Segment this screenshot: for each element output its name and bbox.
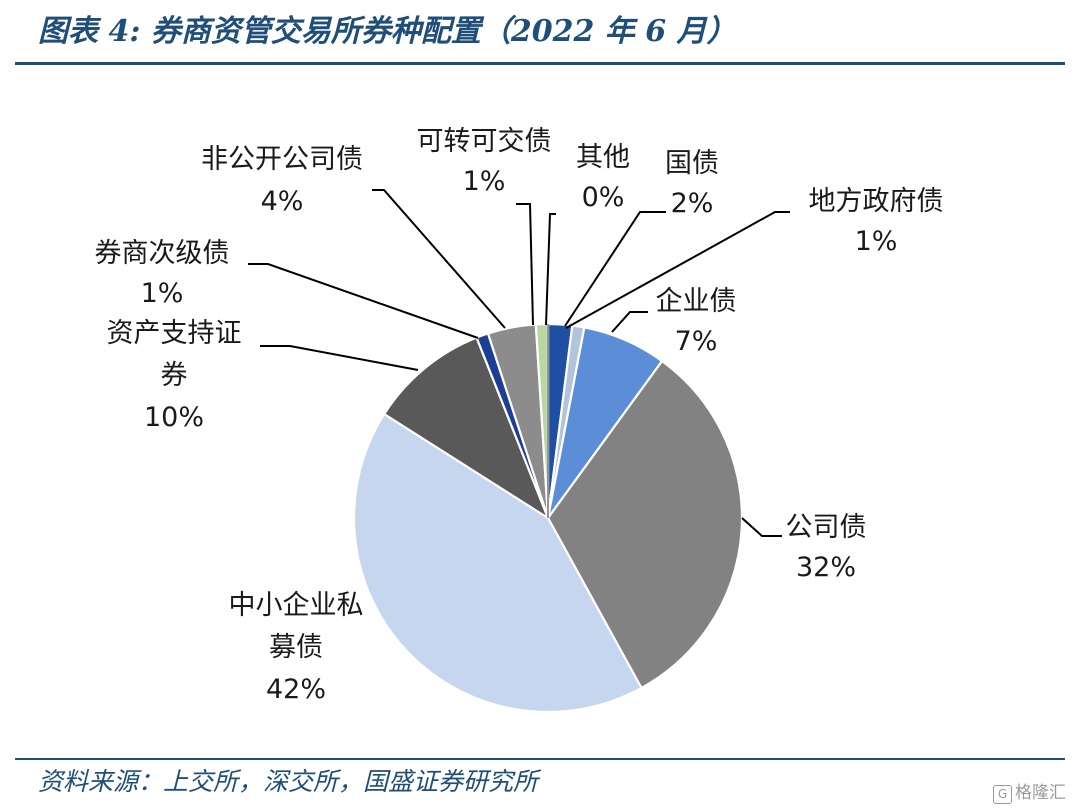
slice-name-label-0-0: 国债 bbox=[665, 148, 719, 179]
watermark: G 格隆汇 bbox=[993, 778, 1066, 804]
title-divider bbox=[15, 62, 1065, 65]
pie-slices bbox=[352, 322, 744, 714]
slice-name-label-9-0: 其他 bbox=[576, 142, 630, 173]
slice-name-label-7-0: 非公开公司债 bbox=[201, 144, 363, 175]
slice-percent-label-8-1: 1% bbox=[463, 166, 506, 197]
leader-line-7 bbox=[372, 189, 506, 329]
chart-title: 图表 4: 券商资管交易所券种配置（2022 年 6 月） bbox=[38, 14, 737, 49]
leader-line-9 bbox=[545, 213, 556, 326]
watermark-text: 格隆汇 bbox=[1015, 783, 1066, 803]
leader-lines bbox=[248, 189, 790, 537]
slice-name-label-6-0: 券商次级债 bbox=[95, 238, 230, 269]
pie-slice-3 bbox=[546, 359, 744, 690]
leader-line-6 bbox=[248, 263, 479, 339]
slice-percent-label-0-1: 2% bbox=[671, 188, 714, 219]
slice-percent-label-9-1: 0% bbox=[582, 182, 625, 213]
leader-line-5 bbox=[260, 345, 419, 371]
pie-slice-5 bbox=[382, 336, 551, 521]
slice-name-label-8-0: 可转可交债 bbox=[417, 126, 552, 157]
footer-divider bbox=[15, 758, 1065, 760]
leader-line-3 bbox=[741, 517, 782, 537]
leader-line-1 bbox=[565, 211, 790, 329]
watermark-logo-icon: G bbox=[993, 785, 1012, 804]
leader-line-2 bbox=[611, 311, 648, 333]
slice-name-label-5-0: 资产支持证 bbox=[107, 318, 242, 349]
slice-name-label-5-1: 券 bbox=[161, 360, 188, 391]
slice-name-label-2-0: 企业债 bbox=[656, 286, 737, 317]
slice-percent-label-7-1: 4% bbox=[261, 186, 304, 217]
slice-percent-label-2-1: 7% bbox=[675, 326, 718, 357]
slice-percent-label-1-1: 1% bbox=[855, 226, 898, 257]
pie-slice-4 bbox=[352, 412, 643, 714]
slice-name-label-3-0: 公司债 bbox=[786, 512, 867, 543]
slice-name-label-4-0: 中小企业私 bbox=[229, 590, 364, 621]
slice-name-label-4-1: 募债 bbox=[269, 632, 323, 663]
source-note: 资料来源：上交所，深交所，国盛证券研究所 bbox=[38, 767, 539, 796]
slice-percent-label-5-2: 10% bbox=[144, 402, 204, 433]
leader-line-8 bbox=[516, 203, 534, 326]
slice-name-label-1-0: 地方政府债 bbox=[809, 186, 944, 217]
slice-percent-label-3-1: 32% bbox=[796, 552, 856, 583]
slice-percent-label-6-1: 1% bbox=[141, 278, 184, 309]
leader-line-0 bbox=[564, 211, 666, 327]
slice-percent-label-4-2: 42% bbox=[266, 674, 326, 705]
